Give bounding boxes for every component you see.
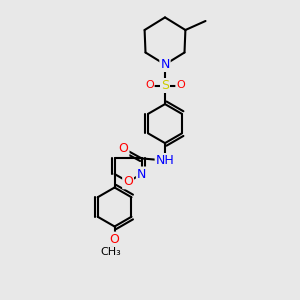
Text: O: O (145, 80, 154, 91)
Text: O: O (123, 175, 133, 188)
Text: CH₃: CH₃ (100, 247, 122, 257)
Text: O: O (119, 142, 128, 155)
Text: O: O (110, 232, 119, 246)
Text: N: N (160, 58, 170, 71)
Text: S: S (161, 79, 169, 92)
Text: NH: NH (156, 154, 174, 167)
Text: N: N (137, 167, 146, 181)
Text: O: O (176, 80, 185, 91)
